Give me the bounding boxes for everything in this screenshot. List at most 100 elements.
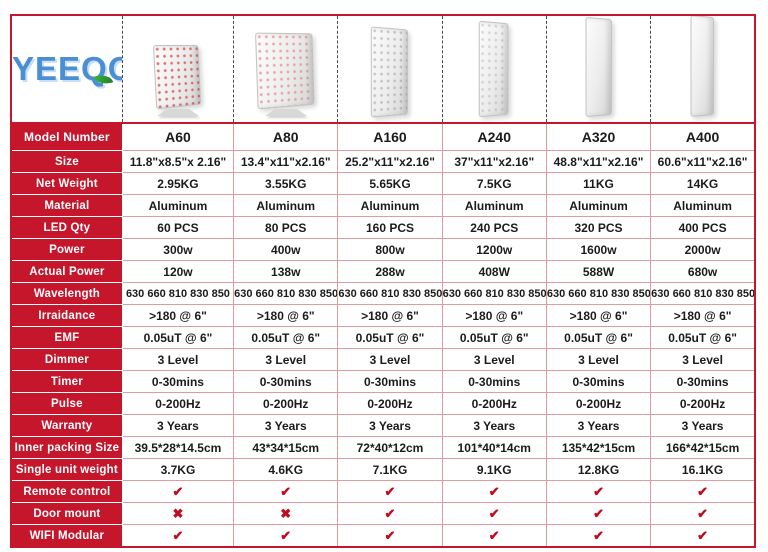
spec-row-label: Inner packing Size <box>11 436 123 459</box>
spec-cell: A160 <box>337 122 443 151</box>
spec-cell: 80 PCS <box>233 216 339 239</box>
spec-cell: 3 Years <box>121 414 235 437</box>
panel-stand <box>264 109 307 116</box>
spec-cell: 680w <box>650 260 756 283</box>
spec-cell: 3 Level <box>233 348 339 371</box>
spec-cell: 4.6KG <box>233 458 339 481</box>
spec-cell: Aluminum <box>121 194 235 217</box>
table-row-pulse: Pulse 0-200Hz 0-200Hz 0-200Hz 0-200Hz 0-… <box>11 392 756 415</box>
spec-cell: 72*40*12cm <box>337 436 443 459</box>
led-panel-illustration <box>585 16 612 118</box>
check-icon: ✔ <box>650 480 756 503</box>
panel-stand <box>156 109 199 116</box>
spec-cell: 240 PCS <box>441 216 547 239</box>
spec-cell: 3 Level <box>337 348 443 371</box>
spec-cell: 3 Level <box>650 348 756 371</box>
check-icon: ✔ <box>233 524 339 548</box>
spec-row-label: Timer <box>11 370 123 393</box>
spec-cell: A240 <box>441 122 547 151</box>
spec-cell: 12.8KG <box>545 458 652 481</box>
table-row-wavelength: Wavelength 630 660 810 830 850 630 660 8… <box>11 282 756 305</box>
spec-cell: 0-200Hz <box>121 392 235 415</box>
spec-cell: >180 @ 6" <box>650 304 756 327</box>
spec-cell: 166*42*15cm <box>650 436 756 459</box>
spec-cell: Aluminum <box>441 194 547 217</box>
table-row-net-weight: Net Weight 2.95KG 3.55KG 5.65KG 7.5KG 11… <box>11 172 756 195</box>
table-row-wifi-modular: WIFI Modular ✔ ✔ ✔ ✔ ✔ ✔ <box>11 524 756 548</box>
table-row-actual-power: Actual Power 120w 138w 288w 408W 588W 68… <box>11 260 756 283</box>
spec-cell: 0-200Hz <box>441 392 547 415</box>
spec-cell: 0-30mins <box>337 370 443 393</box>
spec-cell: 120w <box>121 260 235 283</box>
check-icon: ✔ <box>233 480 339 503</box>
spec-cell: 288w <box>337 260 443 283</box>
spec-row-label: Irraidance <box>11 304 123 327</box>
spec-cell: 135*42*15cm <box>545 436 652 459</box>
product-image-row: YEEQO <box>11 15 755 124</box>
spec-cell: 400w <box>233 238 339 261</box>
table-row-emf: EMF 0.05uT @ 6" 0.05uT @ 6" 0.05uT @ 6" … <box>11 326 756 349</box>
spec-cell: 0-200Hz <box>545 392 652 415</box>
spec-cell: 11KG <box>545 172 652 195</box>
spec-cell: 0-30mins <box>650 370 756 393</box>
spec-cell: 3 Level <box>441 348 547 371</box>
spec-cell: 0-30mins <box>233 370 339 393</box>
spec-cell: A320 <box>545 122 652 151</box>
led-panel-illustration <box>690 15 715 117</box>
spec-cell: 7.1KG <box>337 458 443 481</box>
product-comparison-table: YEEQO <box>10 14 756 548</box>
spec-cell: Aluminum <box>337 194 443 217</box>
spec-cell: 48.8"x11"x2.16" <box>545 150 652 173</box>
spec-cell: 1600w <box>545 238 652 261</box>
product-figure <box>651 15 754 121</box>
cross-icon: ✖ <box>121 502 235 525</box>
spec-row-label: Wavelength <box>11 282 123 305</box>
spec-cell: >180 @ 6" <box>545 304 652 327</box>
spec-cell: 630 660 810 830 850 <box>337 282 443 305</box>
check-icon: ✔ <box>650 524 756 548</box>
cross-icon: ✖ <box>233 502 339 525</box>
spec-cell: 0-200Hz <box>650 392 756 415</box>
spec-cell: 300w <box>121 238 235 261</box>
spec-cell: 3.7KG <box>121 458 235 481</box>
spec-cell: 0-30mins <box>545 370 652 393</box>
logo-wrap: YEEQO <box>12 50 121 88</box>
check-icon: ✔ <box>441 480 547 503</box>
product-figure <box>547 16 650 121</box>
check-icon: ✔ <box>121 480 235 503</box>
spec-row-label: EMF <box>11 326 123 349</box>
led-panel-illustration <box>370 26 408 118</box>
led-panel-illustration <box>254 32 315 110</box>
spec-cell: >180 @ 6" <box>233 304 339 327</box>
spec-cell: >180 @ 6" <box>337 304 443 327</box>
spec-cell: 43*34*15cm <box>233 436 339 459</box>
led-panel-illustration <box>478 20 509 118</box>
spec-row-label: Model Number <box>11 122 123 151</box>
spec-row-label: Remote control <box>11 480 123 503</box>
check-icon: ✔ <box>545 480 652 503</box>
comparison-sheet: YEEQO <box>10 14 756 548</box>
spec-cell: 3 Years <box>650 414 756 437</box>
spec-row-label: Size <box>11 150 123 173</box>
spec-cell: 39.5*28*14.5cm <box>121 436 235 459</box>
spec-row-label: Warranty <box>11 414 123 437</box>
spec-cell: 0-30mins <box>441 370 547 393</box>
spec-cell: 2000w <box>650 238 756 261</box>
spec-cell: 0.05uT @ 6" <box>337 326 443 349</box>
product-figure <box>443 16 546 121</box>
table-row-single-unit-weight: Single unit weight 3.7KG 4.6KG 7.1KG 9.1… <box>11 458 756 481</box>
led-panel-illustration <box>152 44 202 110</box>
check-icon: ✔ <box>545 502 652 525</box>
spec-cell: 0.05uT @ 6" <box>441 326 547 349</box>
spec-cell: Aluminum <box>233 194 339 217</box>
spec-cell: 60.6"x11"x2.16" <box>650 150 756 173</box>
spec-cell: 138w <box>233 260 339 283</box>
spec-cell: 1200w <box>441 238 547 261</box>
spec-cell: 13.4"x11"x2.16" <box>233 150 339 173</box>
table-row-remote-control: Remote control ✔ ✔ ✔ ✔ ✔ ✔ <box>11 480 756 503</box>
spec-cell: 0.05uT @ 6" <box>233 326 339 349</box>
spec-cell: 0.05uT @ 6" <box>545 326 652 349</box>
spec-cell: 3 Years <box>337 414 443 437</box>
spec-row-label: Actual Power <box>11 260 123 283</box>
check-icon: ✔ <box>337 524 443 548</box>
